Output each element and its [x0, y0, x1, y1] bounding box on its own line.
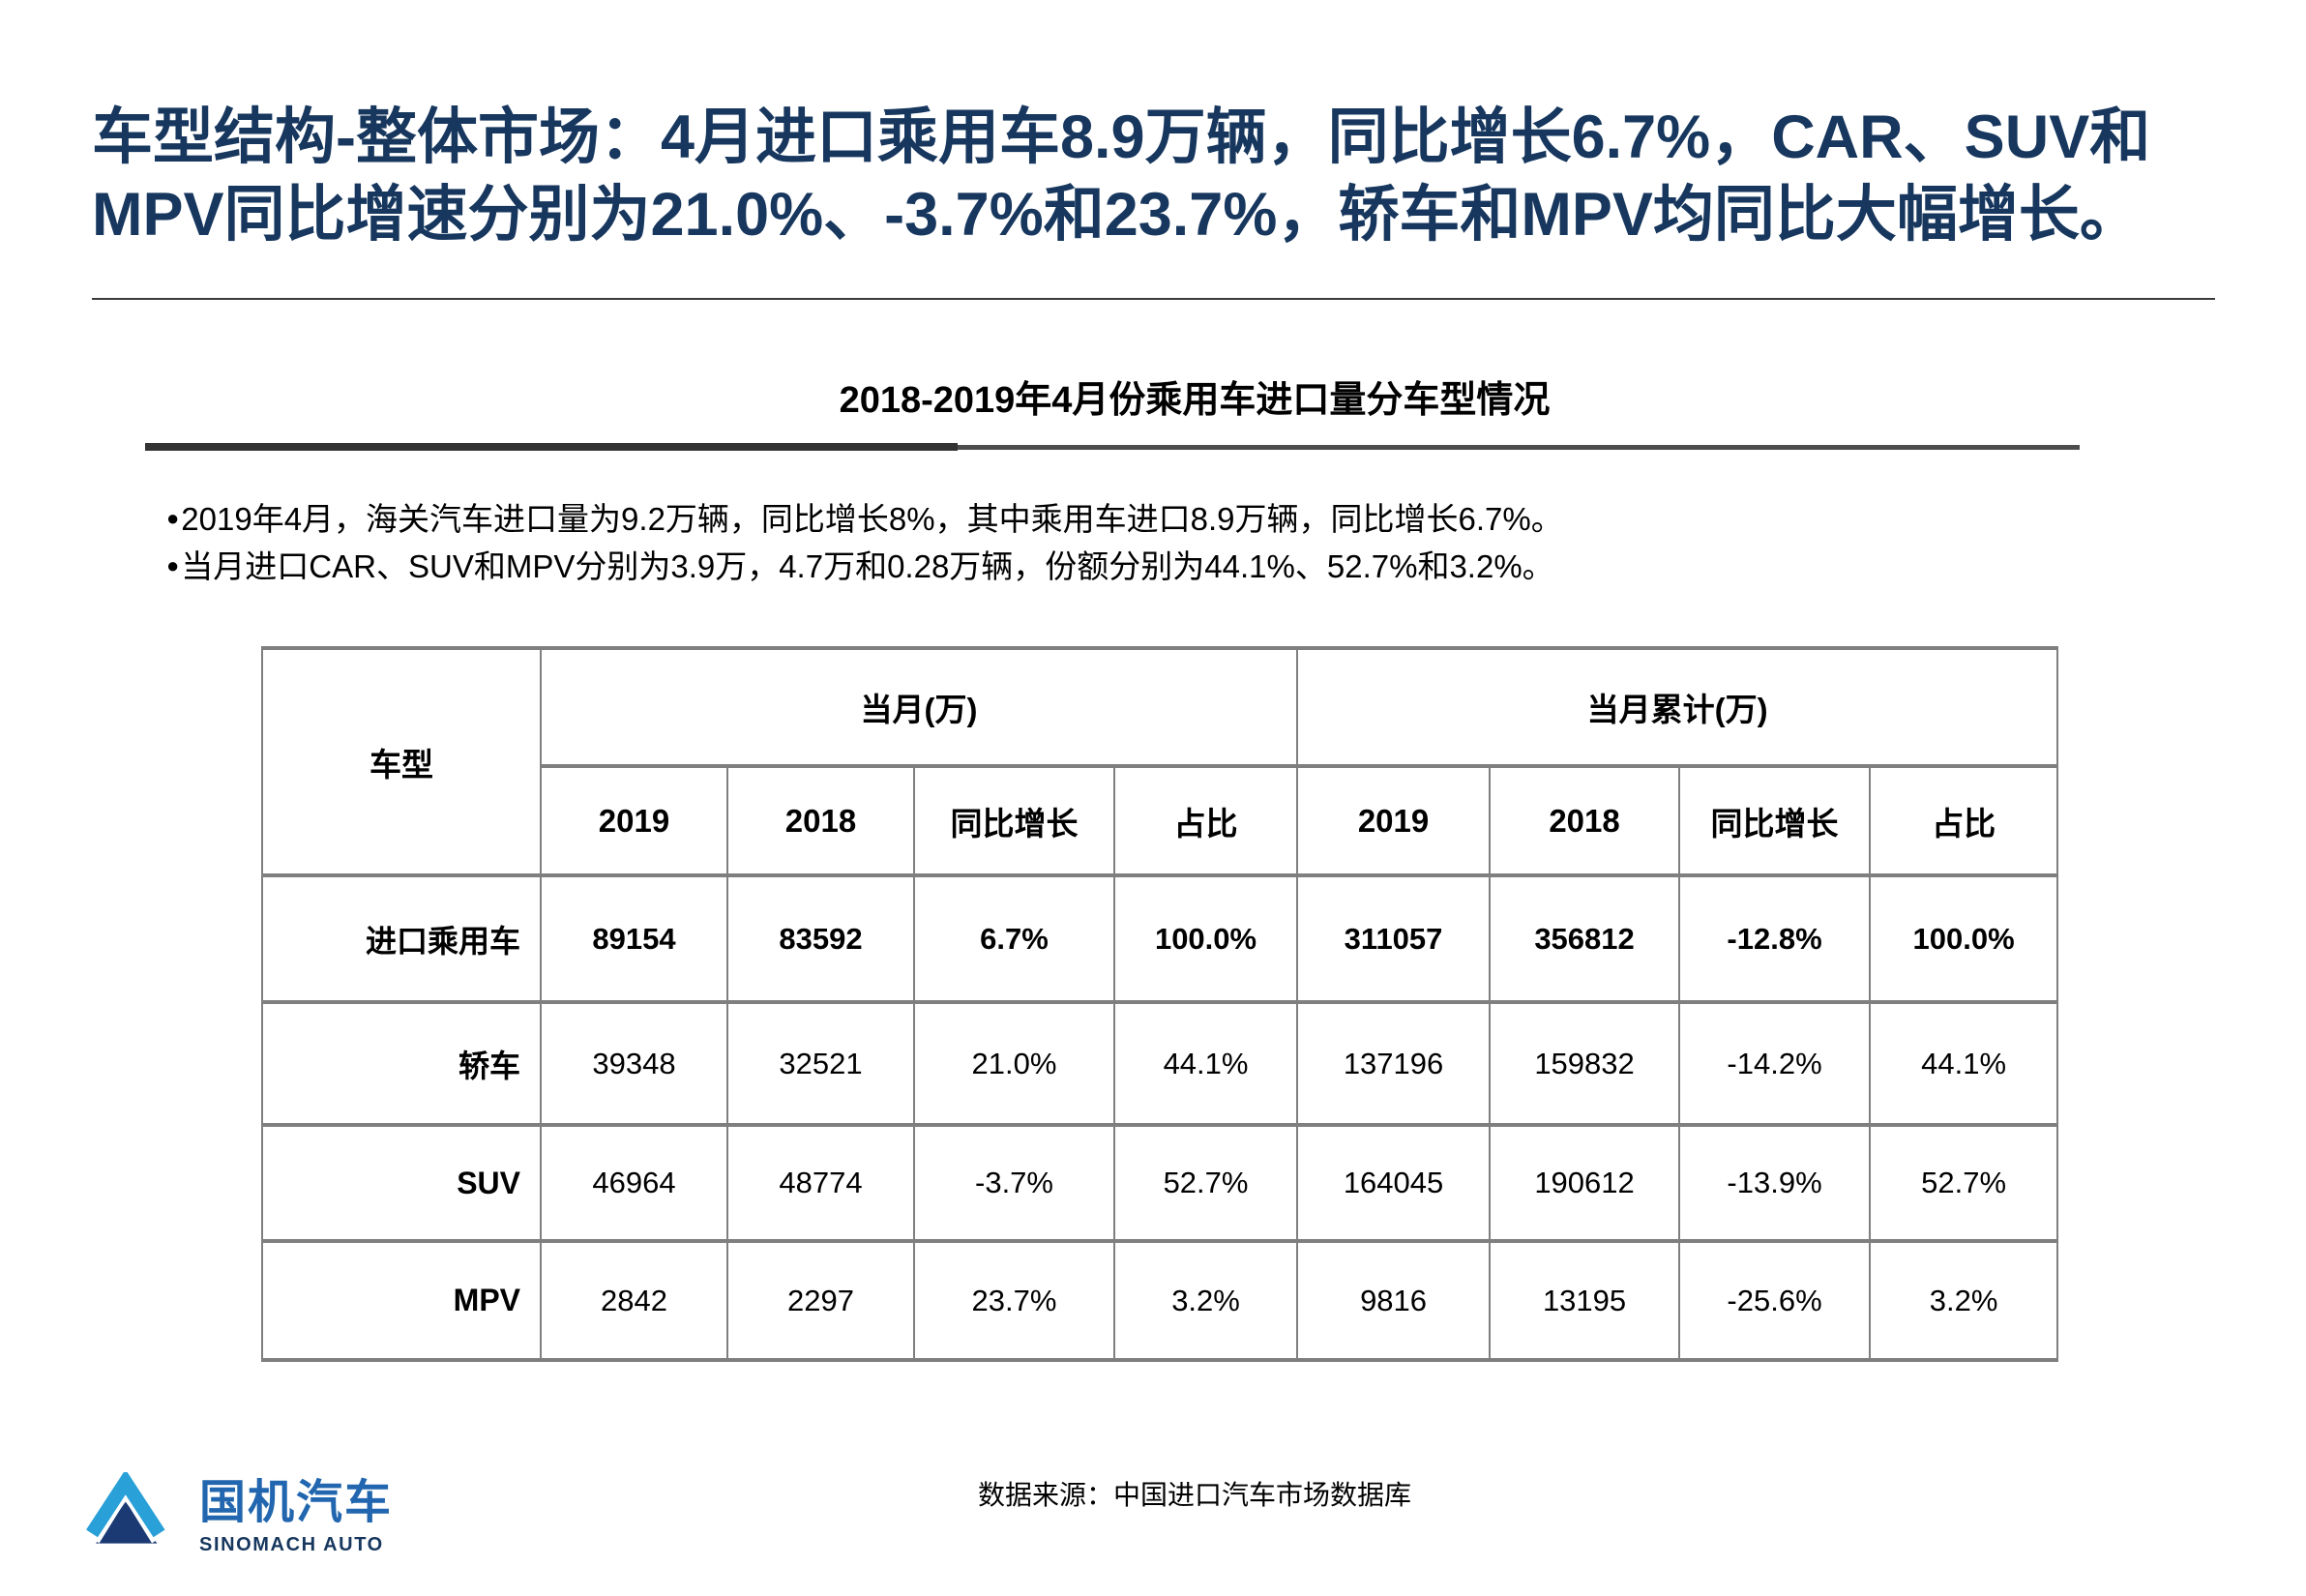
- table-cell: 48774: [726, 1123, 915, 1243]
- table-cell: 13195: [1489, 1239, 1681, 1362]
- table-cell: 137196: [1296, 1000, 1492, 1127]
- table-cell: 83592: [726, 873, 915, 1004]
- title-divider: [92, 298, 2215, 300]
- company-logo: 国机汽车 SINOMACH AUTO: [85, 1472, 393, 1561]
- data-source-note: 数据来源：中国进口汽车市场数据库: [977, 1480, 1411, 1510]
- col-header: 2018: [726, 764, 915, 877]
- table-group-header-row: 车型 当月(万) 当月累计(万): [261, 646, 2059, 877]
- table-cell: 2297: [726, 1239, 915, 1362]
- group-header-current-month: 当月(万): [539, 646, 1299, 768]
- table-cell: -25.6%: [1678, 1239, 1872, 1362]
- col-header: 占比: [1869, 764, 2059, 877]
- table-cell: 190612: [1489, 1123, 1681, 1243]
- table-cell: -14.2%: [1678, 1000, 1872, 1127]
- table-cell: 100.0%: [1869, 873, 2059, 1004]
- col-header: 同比增长: [1678, 764, 1872, 877]
- table-cell: 164045: [1296, 1123, 1492, 1243]
- table-cell: 23.7%: [913, 1239, 1115, 1362]
- table-cell: 32521: [726, 1000, 915, 1127]
- bullet-item: ●当月进口CAR、SUV和MPV分别为3.9万，4.7万和0.28万辆，份额分别…: [166, 543, 2178, 590]
- table-cell: -13.9%: [1678, 1123, 1872, 1243]
- table-cell: 356812: [1489, 873, 1681, 1004]
- table-cell: 6.7%: [913, 873, 1115, 1004]
- table-cell: 3.2%: [1869, 1239, 2059, 1362]
- table-row: MPV 2842 2297 23.7% 3.2% 9816 13195 -25.…: [261, 1239, 2059, 1362]
- bullet-text: 当月进口CAR、SUV和MPV分别为3.9万，4.7万和0.28万辆，份额分别为…: [181, 548, 1554, 584]
- page-title: 车型结构-整体市场：4月进口乘用车8.9万辆，同比增长6.7%，CAR、SUV和…: [92, 103, 2151, 249]
- table-cell: -12.8%: [1678, 873, 1872, 1004]
- row-label: SUV: [261, 1123, 542, 1243]
- corner-header: 车型: [261, 646, 542, 877]
- table-cell: 44.1%: [1112, 1000, 1299, 1127]
- bullet-list: ●2019年4月，海关汽车进口量为9.2万辆，同比增长8%，其中乘用车进口8.9…: [166, 495, 2178, 590]
- table-cell: -3.7%: [913, 1123, 1115, 1243]
- sinomach-mountain-icon: [85, 1472, 171, 1544]
- logo-text-block: 国机汽车 SINOMACH AUTO: [199, 1476, 394, 1556]
- table-cell: 89154: [540, 873, 728, 1004]
- table-cell: 9816: [1296, 1239, 1492, 1362]
- group-header-cumulative: 当月累计(万): [1296, 646, 2059, 768]
- table-cell: 3.2%: [1112, 1239, 1299, 1362]
- table-cell: 100.0%: [1112, 873, 1299, 1004]
- table-cell: 159832: [1489, 1000, 1681, 1127]
- bullet-icon: ●: [166, 553, 180, 577]
- col-header: 2019: [540, 764, 728, 877]
- col-header: 同比增长: [913, 764, 1115, 877]
- table-cell: 2842: [540, 1239, 728, 1362]
- caption-divider-left: [145, 443, 958, 451]
- caption-divider-right: [958, 445, 2080, 450]
- table-cell: 21.0%: [913, 1000, 1115, 1127]
- table-cell: 52.7%: [1112, 1123, 1299, 1243]
- table-cell: 44.1%: [1869, 1000, 2059, 1127]
- col-header: 2018: [1489, 764, 1681, 877]
- col-header: 2019: [1296, 764, 1492, 877]
- row-label: 轿车: [261, 1000, 542, 1127]
- bullet-item: ●2019年4月，海关汽车进口量为9.2万辆，同比增长8%，其中乘用车进口8.9…: [166, 495, 2178, 543]
- table-caption: 2018-2019年4月份乘用车进口量分车型情况: [839, 380, 1551, 421]
- table-sub-header-row: 2019 2018 同比增长 占比 2019 2018 同比增长 占比: [262, 764, 2059, 877]
- table-row: SUV 46964 48774 -3.7% 52.7% 164045 19061…: [261, 1123, 2059, 1243]
- bullet-icon: ●: [166, 506, 180, 530]
- table-cell: 52.7%: [1869, 1123, 2059, 1243]
- logo-name-en: SINOMACH AUTO: [199, 1533, 384, 1555]
- row-label: 进口乘用车: [261, 873, 542, 1004]
- logo-name-cn: 国机汽车: [199, 1476, 394, 1528]
- row-label: MPV: [261, 1239, 542, 1362]
- table-row: 轿车 39348 32521 21.0% 44.1% 137196 159832…: [261, 1000, 2059, 1127]
- table-cell: 39348: [540, 1000, 728, 1127]
- table-cell: 46964: [540, 1123, 728, 1243]
- col-header: 占比: [1112, 764, 1299, 877]
- import-volume-table: 车型 当月(万) 当月累计(万) 2019 2018 同比增长 占比 2019 …: [261, 646, 2059, 1362]
- table-cell: 311057: [1296, 873, 1492, 1004]
- table-row: 进口乘用车 89154 83592 6.7% 100.0% 311057 356…: [261, 873, 2059, 1004]
- bullet-text: 2019年4月，海关汽车进口量为9.2万辆，同比增长8%，其中乘用车进口8.9万…: [181, 501, 1563, 537]
